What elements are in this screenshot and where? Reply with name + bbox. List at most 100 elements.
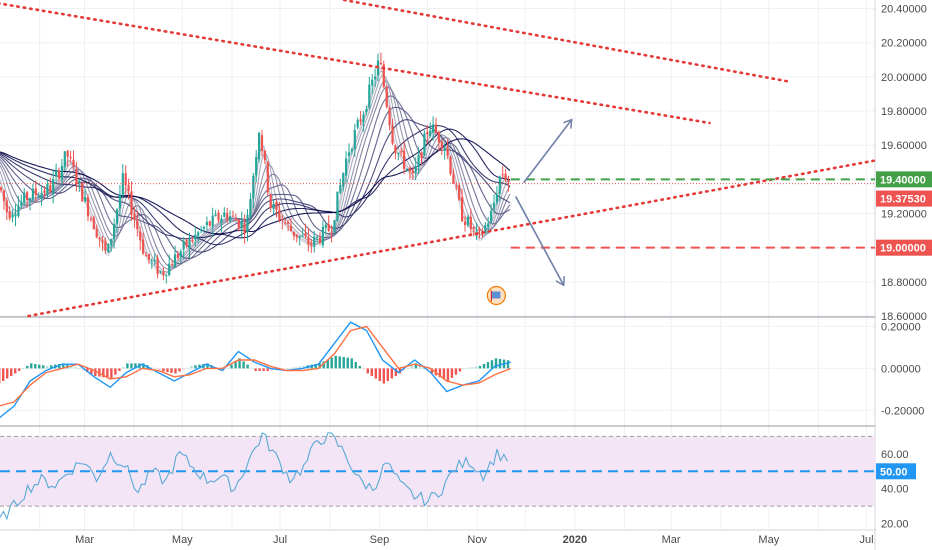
candle-body[interactable] bbox=[446, 147, 449, 156]
candle-body[interactable] bbox=[147, 254, 150, 260]
candle-body[interactable] bbox=[295, 234, 298, 238]
candle-body[interactable] bbox=[176, 254, 179, 258]
candle-body[interactable] bbox=[278, 209, 281, 220]
candle-body[interactable] bbox=[237, 219, 240, 229]
candle-body[interactable] bbox=[142, 239, 145, 254]
candle-body[interactable] bbox=[495, 194, 498, 203]
candle-body[interactable] bbox=[385, 87, 388, 107]
candle-body[interactable] bbox=[75, 169, 78, 185]
candle-body[interactable] bbox=[284, 222, 287, 224]
candle-body[interactable] bbox=[405, 168, 409, 171]
candle-body[interactable] bbox=[469, 216, 472, 229]
candle-body[interactable] bbox=[194, 234, 197, 240]
trendline[interactable] bbox=[342, 0, 793, 84]
candle-body[interactable] bbox=[101, 239, 104, 242]
candle-body[interactable] bbox=[382, 64, 385, 87]
candle-body[interactable] bbox=[43, 190, 46, 194]
candle-body[interactable] bbox=[249, 199, 252, 218]
candle-body[interactable] bbox=[252, 175, 255, 199]
candle-body[interactable] bbox=[452, 174, 455, 185]
candle-body[interactable] bbox=[403, 150, 406, 169]
candle-body[interactable] bbox=[301, 235, 304, 237]
candle-body[interactable] bbox=[168, 263, 171, 276]
candle-body[interactable] bbox=[159, 271, 162, 273]
candle-body[interactable] bbox=[484, 225, 487, 233]
candle-body[interactable] bbox=[205, 222, 208, 226]
candle-body[interactable] bbox=[240, 221, 243, 229]
candle-body[interactable] bbox=[263, 150, 266, 161]
candle-body[interactable] bbox=[255, 156, 258, 176]
candle-body[interactable] bbox=[214, 214, 217, 216]
candle-body[interactable] bbox=[17, 205, 20, 216]
candle-body[interactable] bbox=[37, 196, 40, 198]
candle-body[interactable] bbox=[362, 114, 365, 123]
candle-body[interactable] bbox=[5, 200, 8, 213]
drawing-tools-layer[interactable] bbox=[0, 0, 932, 318]
candle-body[interactable] bbox=[432, 124, 435, 133]
candle-body[interactable] bbox=[434, 124, 438, 133]
candle-body[interactable] bbox=[165, 275, 168, 277]
candle-body[interactable] bbox=[307, 237, 310, 245]
candle-body[interactable] bbox=[365, 109, 368, 113]
candle-body[interactable] bbox=[171, 264, 174, 266]
candle-body[interactable] bbox=[208, 221, 211, 226]
candle-body[interactable] bbox=[350, 149, 353, 152]
candle-body[interactable] bbox=[318, 237, 322, 243]
candle-body[interactable] bbox=[437, 131, 440, 143]
candle-body[interactable] bbox=[426, 131, 429, 135]
candle-body[interactable] bbox=[23, 192, 26, 204]
candle-body[interactable] bbox=[104, 240, 107, 251]
candle-body[interactable] bbox=[327, 224, 330, 231]
candle-body[interactable] bbox=[481, 233, 484, 235]
candle-body[interactable] bbox=[461, 197, 464, 222]
candle-body[interactable] bbox=[130, 191, 133, 215]
candle-body[interactable] bbox=[95, 228, 98, 238]
candle-body[interactable] bbox=[423, 133, 426, 156]
candle-body[interactable] bbox=[229, 216, 232, 222]
candle-body[interactable] bbox=[144, 255, 148, 257]
candle-body[interactable] bbox=[342, 173, 345, 187]
candle-body[interactable] bbox=[89, 218, 92, 220]
candle-body[interactable] bbox=[223, 212, 226, 217]
candle-body[interactable] bbox=[266, 162, 269, 193]
candle-body[interactable] bbox=[98, 237, 101, 240]
candle-body[interactable] bbox=[0, 187, 3, 191]
candle-body[interactable] bbox=[188, 238, 191, 249]
flag-icon[interactable] bbox=[486, 285, 506, 306]
candle-body[interactable] bbox=[211, 215, 214, 227]
candle-body[interactable] bbox=[78, 181, 81, 184]
candle-body[interactable] bbox=[281, 219, 284, 221]
candle-body[interactable] bbox=[310, 242, 313, 245]
candle-body[interactable] bbox=[49, 185, 52, 193]
candle-body[interactable] bbox=[202, 226, 206, 229]
candle-body[interactable] bbox=[113, 223, 116, 240]
candle-body[interactable] bbox=[243, 223, 246, 234]
candle-body[interactable] bbox=[420, 152, 423, 159]
candle-body[interactable] bbox=[336, 191, 339, 222]
candle-body[interactable] bbox=[57, 170, 61, 178]
candle-body[interactable] bbox=[400, 151, 403, 153]
candle-body[interactable] bbox=[487, 223, 490, 227]
candle-body[interactable] bbox=[379, 62, 382, 65]
candle-body[interactable] bbox=[182, 241, 185, 250]
candle-body[interactable] bbox=[443, 147, 446, 151]
candle-body[interactable] bbox=[455, 185, 458, 187]
candle-body[interactable] bbox=[298, 235, 301, 238]
candle-body[interactable] bbox=[374, 76, 377, 80]
candle-body[interactable] bbox=[397, 152, 400, 155]
candle-body[interactable] bbox=[492, 202, 496, 210]
candle-body[interactable] bbox=[356, 120, 359, 128]
candle-body[interactable] bbox=[226, 212, 229, 220]
candle-body[interactable] bbox=[200, 229, 203, 231]
candle-body[interactable] bbox=[449, 156, 452, 174]
candle-body[interactable] bbox=[490, 210, 493, 223]
candle-body[interactable] bbox=[179, 251, 182, 257]
candle-body[interactable] bbox=[391, 126, 394, 144]
candle-body[interactable] bbox=[185, 239, 188, 247]
candle-body[interactable] bbox=[408, 168, 411, 172]
candle-body[interactable] bbox=[466, 216, 469, 226]
candle-body[interactable] bbox=[478, 228, 481, 232]
candle-body[interactable] bbox=[72, 159, 75, 167]
candle-body[interactable] bbox=[139, 231, 142, 241]
candlestick-series[interactable] bbox=[0, 52, 510, 284]
